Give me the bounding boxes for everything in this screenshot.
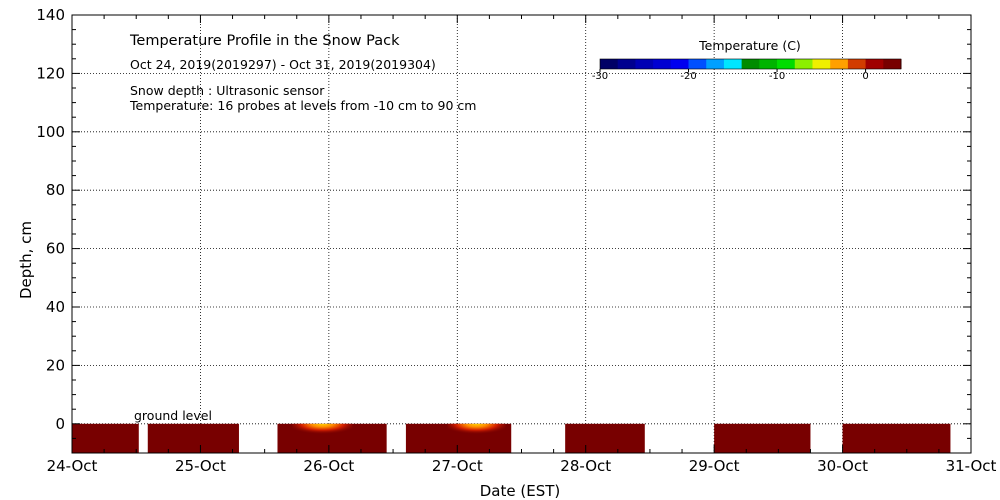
x-tick-label: 29-Oct (689, 457, 740, 475)
colorbar-swatch (847, 59, 867, 69)
x-tick-label: 25-Oct (175, 457, 226, 475)
colorbar-swatch (617, 59, 636, 69)
y-tick-label: 100 (36, 123, 65, 141)
colorbar-swatch (812, 59, 831, 69)
colorbar-swatch (635, 59, 654, 69)
colorbar: Temperature (C) -30 -20 -10 0 (592, 38, 902, 82)
x-tick-label: 26-Oct (303, 457, 354, 475)
ground-level-label: ground level (134, 408, 212, 423)
colorbar-swatch (883, 59, 902, 69)
heatmap-block (565, 423, 645, 453)
colorbar-swatch (777, 59, 796, 69)
colorbar-swatch (865, 59, 884, 69)
y-tick-label: 20 (46, 356, 65, 374)
colorbar-frame (599, 58, 902, 70)
heatmap-block (714, 423, 811, 453)
colorbar-swatch (653, 59, 672, 69)
y-tick-label: 40 (46, 298, 65, 316)
colorbar-swatch (794, 59, 813, 69)
y-tick-label: 60 (46, 240, 65, 258)
x-tick-label: 24-Oct (47, 457, 98, 475)
x-tick-label: 27-Oct (432, 457, 483, 475)
grid-lines (72, 15, 971, 453)
chart-subtitle: Oct 24, 2019(2019297) - Oct 31, 2019(201… (130, 57, 436, 72)
warm-surface-patch (447, 423, 506, 442)
colorbar-tick-label: -10 (769, 71, 785, 82)
y-tick-label: 80 (46, 181, 65, 199)
plot-frame (71, 14, 972, 454)
colorbar-tick-label: 0 (862, 71, 868, 82)
colorbar-tick-label: -30 (592, 71, 608, 82)
colorbar-swatch (670, 59, 690, 69)
colorbar-tick-label: -20 (680, 71, 696, 82)
colorbar-swatch (741, 59, 760, 69)
y-tick-label: 0 (55, 415, 65, 433)
x-tick-label: 28-Oct (560, 457, 611, 475)
chart-title: Temperature Profile in the Snow Pack (129, 33, 400, 49)
note-temperature-probes: Temperature: 16 probes at levels from -1… (129, 98, 476, 113)
note-snow-depth: Snow depth : Ultrasonic sensor (130, 83, 325, 98)
heatmap-data (72, 423, 951, 453)
colorbar-swatch (600, 59, 619, 69)
colorbar-swatch (688, 59, 707, 69)
colorbar-title: Temperature (C) (698, 38, 801, 53)
heatmap-block (842, 423, 951, 453)
colorbar-swatch (706, 59, 725, 69)
colorbar-swatch (830, 59, 849, 69)
colorbar-swatch (759, 59, 778, 69)
y-tick-label: 140 (36, 6, 65, 24)
x-tick-label: 31-Oct (946, 457, 997, 475)
colorbar-swatch (723, 59, 743, 69)
y-tick-label: 120 (36, 64, 65, 82)
x-axis-label: Date (EST) (480, 482, 561, 500)
heatmap-block (147, 423, 239, 453)
y-axis-label: Depth, cm (17, 221, 35, 299)
warm-surface-patch (292, 423, 353, 442)
x-tick-label: 30-Oct (817, 457, 868, 475)
axis-ticks: 24-Oct 25-Oct 26-Oct 27-Oct 28-Oct 29-Oct 30-O… (36, 6, 996, 475)
heatmap-block (72, 423, 139, 453)
